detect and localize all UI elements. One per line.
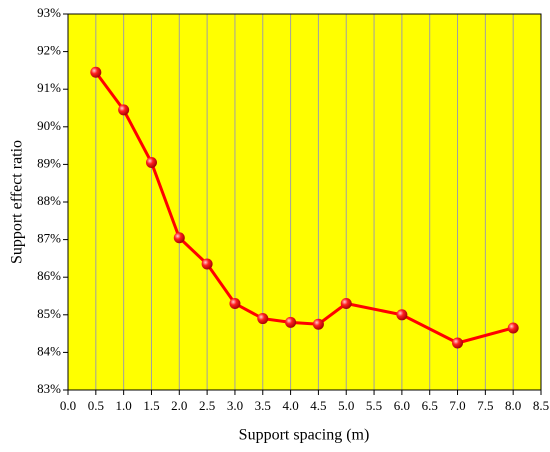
x-tick-label: 6.5 — [422, 398, 438, 413]
y-tick-label: 90% — [37, 118, 61, 133]
data-point — [201, 258, 213, 270]
data-point — [452, 337, 464, 349]
x-tick-label: 3.0 — [227, 398, 243, 413]
x-tick-label: 2.5 — [199, 398, 215, 413]
x-tick-label: 0.5 — [88, 398, 104, 413]
data-point — [507, 322, 519, 334]
y-tick-label: 89% — [37, 155, 61, 170]
x-tick-label: 6.0 — [394, 398, 410, 413]
data-point — [229, 298, 241, 310]
data-point — [396, 309, 408, 321]
x-tick-label: 7.5 — [477, 398, 493, 413]
data-point — [340, 298, 352, 310]
x-tick-label: 1.0 — [116, 398, 132, 413]
data-point — [285, 316, 297, 328]
x-tick-label: 3.5 — [255, 398, 271, 413]
y-axis-title: Support effect ratio — [9, 140, 26, 264]
x-tick-label: 4.5 — [310, 398, 326, 413]
x-tick-label: 1.5 — [143, 398, 159, 413]
y-tick-label: 85% — [37, 306, 61, 321]
data-point — [173, 232, 185, 244]
y-tick-label: 84% — [37, 343, 61, 358]
data-point — [257, 313, 269, 325]
plot-area — [68, 14, 541, 390]
y-tick-label: 87% — [37, 231, 61, 246]
x-tick-label: 4.0 — [282, 398, 298, 413]
y-tick-label: 93% — [37, 5, 61, 20]
y-tick-label: 88% — [37, 193, 61, 208]
x-tick-label: 7.0 — [449, 398, 465, 413]
x-tick-label: 5.0 — [338, 398, 354, 413]
x-tick-label: 0.0 — [60, 398, 76, 413]
data-point — [312, 318, 324, 330]
y-tick-label: 86% — [37, 268, 61, 283]
data-point — [90, 66, 102, 78]
y-tick-label: 91% — [37, 80, 61, 95]
x-tick-label: 8.0 — [505, 398, 521, 413]
data-point — [118, 104, 130, 116]
y-tick-label: 83% — [37, 381, 61, 396]
plot-frame — [67, 13, 542, 391]
data-point — [145, 157, 157, 169]
x-tick-label: 2.0 — [171, 398, 187, 413]
x-axis-title: Support spacing (m) — [239, 427, 370, 444]
x-tick-label: 8.5 — [533, 398, 549, 413]
x-tick-label: 5.5 — [366, 398, 382, 413]
y-tick-label: 92% — [37, 43, 61, 58]
